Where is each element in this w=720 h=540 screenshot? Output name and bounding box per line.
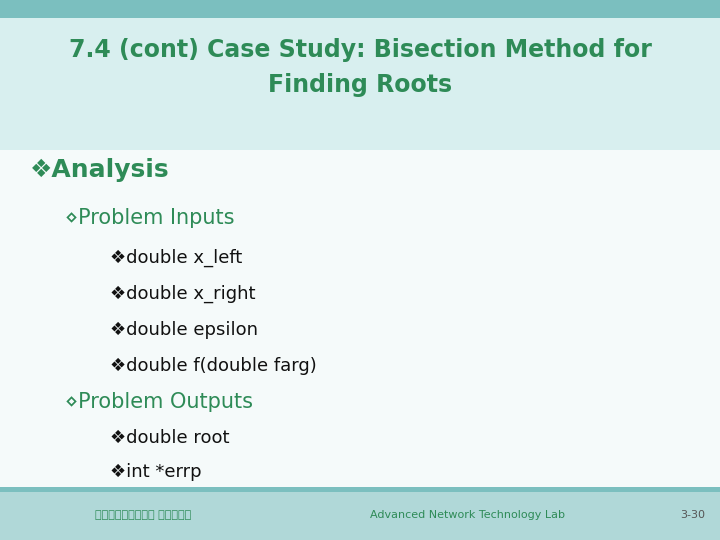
Text: Advanced Network Technology Lab: Advanced Network Technology Lab [370, 510, 565, 520]
Text: ❖double f(double farg): ❖double f(double farg) [110, 357, 317, 375]
Bar [0, 487, 720, 492]
Text: 7.4 (cont) Case Study: Bisection Method for: 7.4 (cont) Case Study: Bisection Method … [68, 38, 652, 62]
Text: 中正大學通訊工程系 潘仁義老師: 中正大學通訊工程系 潘仁義老師 [95, 510, 192, 520]
Text: ❖double epsilon: ❖double epsilon [110, 321, 258, 339]
Bar [0, 488, 720, 540]
Text: ❖double root: ❖double root [110, 429, 230, 447]
Bar [0, 18, 720, 150]
Text: 3-30: 3-30 [680, 510, 705, 520]
Text: ⋄Problem Inputs: ⋄Problem Inputs [65, 208, 235, 228]
Text: Finding Roots: Finding Roots [268, 73, 452, 97]
Text: ❖int *errp: ❖int *errp [110, 463, 202, 481]
Bar [0, 0, 720, 18]
Text: ❖double x_right: ❖double x_right [110, 285, 256, 303]
Text: ❖double x_left: ❖double x_left [110, 249, 242, 267]
Text: ❖Analysis: ❖Analysis [30, 158, 170, 182]
Text: ⋄Problem Outputs: ⋄Problem Outputs [65, 392, 253, 412]
